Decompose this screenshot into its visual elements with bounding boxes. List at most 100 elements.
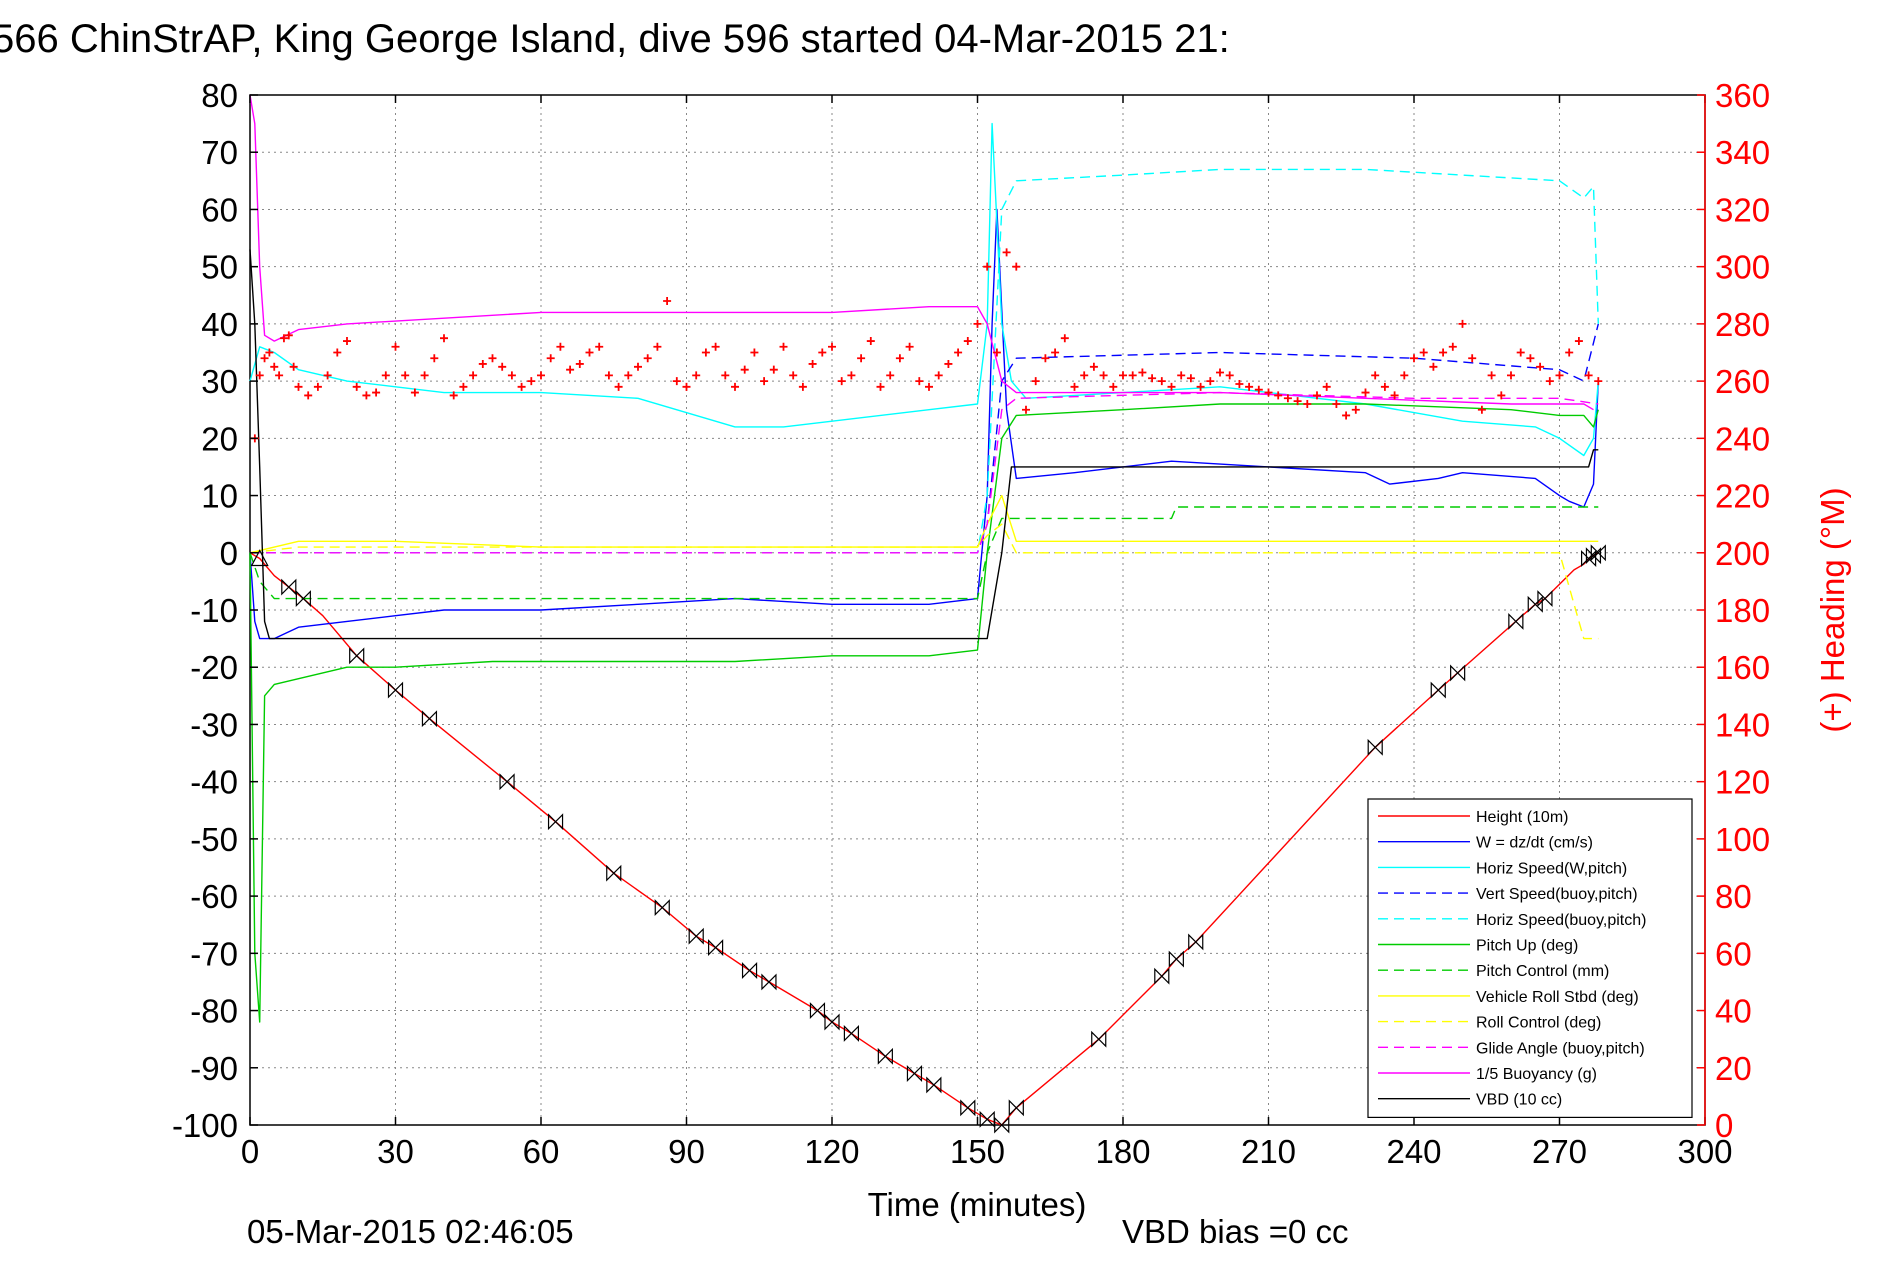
heading-point (692, 371, 701, 380)
heading-point (401, 371, 410, 380)
heading-point (279, 334, 288, 343)
heading-point (265, 348, 274, 357)
heading-point (478, 359, 487, 368)
series-line (250, 168, 1599, 554)
heading-point (1536, 362, 1545, 371)
depth-sample-marker (1430, 681, 1446, 699)
series-line (249, 122, 1599, 457)
heading-point (333, 348, 342, 357)
legend-label: W = dz/dt (cm/s) (1476, 835, 1593, 852)
heading-point (1332, 400, 1341, 408)
heading-point (808, 359, 817, 368)
heading-point (1497, 391, 1506, 400)
y-right-tick-label: 260 (1715, 363, 1770, 400)
heading-point (731, 382, 739, 391)
heading-point (343, 337, 351, 346)
heading-point (701, 348, 710, 357)
depth-sample-marker (1450, 664, 1466, 682)
y-right-tick-label: 340 (1715, 134, 1770, 171)
y-right-tick-label: 60 (1715, 935, 1752, 972)
heading-point (1245, 382, 1254, 391)
heading-point (1448, 342, 1457, 351)
heading-point (1400, 371, 1409, 380)
depth-sample-marker (1091, 1030, 1107, 1048)
y-tick-label: 40 (201, 306, 238, 343)
heading-point (876, 382, 885, 391)
heading-point (1487, 371, 1496, 380)
heading-point (721, 371, 730, 380)
heading-point (566, 365, 575, 374)
heading-point (537, 371, 545, 380)
x-tick-label: 0 (241, 1133, 259, 1170)
heading-point (1264, 388, 1273, 397)
heading-point (915, 377, 924, 386)
x-axis-title: Time (minutes) (868, 1186, 1087, 1223)
heading-point (740, 365, 749, 374)
x-tick-label: 30 (377, 1133, 414, 1170)
depth-sample-marker (1585, 547, 1602, 565)
y-right-tick-label: 20 (1715, 1050, 1752, 1087)
heading-point (372, 388, 381, 397)
depth-sample-marker (1527, 595, 1543, 613)
heading-point (1555, 371, 1564, 380)
series-line (249, 403, 1599, 1023)
x-tick-label: 90 (668, 1133, 705, 1170)
heading-markers (250, 248, 1603, 443)
heading-point (750, 348, 759, 357)
y-tick-label: -50 (190, 821, 238, 858)
heading-point (1303, 400, 1312, 408)
heading-point (260, 354, 269, 363)
y-right-tick-label: 160 (1715, 649, 1770, 686)
heading-point (1361, 388, 1370, 397)
heading-point (1206, 377, 1215, 386)
heading-point (255, 371, 264, 380)
depth-sample-marker (843, 1024, 859, 1042)
y-right-tick-label: 300 (1715, 249, 1770, 286)
series-line (249, 506, 1599, 600)
heading-point (1545, 377, 1554, 386)
heading-point (1313, 391, 1321, 400)
heading-point (1157, 377, 1166, 386)
depth-sample-marker (741, 962, 758, 979)
x-tick-label: 300 (1677, 1133, 1732, 1170)
y-tick-label: -20 (190, 649, 238, 686)
legend-label: Roll Control (deg) (1476, 1015, 1601, 1032)
heading-point (798, 382, 807, 391)
heading-point (1031, 377, 1040, 386)
x-tick-label: 150 (950, 1133, 1005, 1170)
heading-point (857, 354, 866, 363)
heading-point (1380, 382, 1389, 391)
x-axis: 0 30 60 90 120 150 180 210 240 270 300 (241, 95, 1733, 1170)
heading-point (1099, 371, 1108, 380)
depth-sample-marker (1154, 967, 1170, 985)
heading-point (1293, 397, 1302, 406)
heading-point (866, 337, 875, 346)
depth-sample-marker (906, 1065, 923, 1082)
depth-sample-marker (1537, 590, 1553, 608)
heading-point (1254, 385, 1263, 394)
depth-sample-marker (877, 1047, 893, 1065)
heading-point (711, 342, 720, 351)
y-axis-right-title: (+) Heading (°M) (1814, 487, 1851, 732)
heading-point (275, 371, 284, 380)
heading-point (362, 391, 371, 400)
x-tick-label: 240 (1386, 1133, 1441, 1170)
heading-point (410, 388, 419, 397)
heading-point (847, 371, 856, 380)
footer-timestamp: 05-Mar-2015 02:46:05 (247, 1213, 574, 1250)
heading-point (818, 348, 827, 357)
heading-point (604, 371, 613, 380)
series-line (249, 94, 1594, 411)
y-axis-left: 80 70 60 50 40 30 20 10 0 -10 -20 -30 -40 -50 -60 -70 -8… (172, 77, 258, 1144)
heading-point (289, 362, 298, 371)
depth-sample-marker (654, 899, 670, 917)
y-tick-label: -80 (190, 993, 238, 1030)
y-right-tick-label: 360 (1715, 77, 1770, 114)
heading-point (440, 334, 448, 343)
heading-point (1526, 354, 1535, 363)
series-line (249, 208, 1599, 640)
depth-sample-marker (809, 1002, 826, 1020)
heading-point (672, 377, 681, 386)
heading-point (1410, 354, 1418, 363)
depth-sample-marker (708, 939, 724, 957)
